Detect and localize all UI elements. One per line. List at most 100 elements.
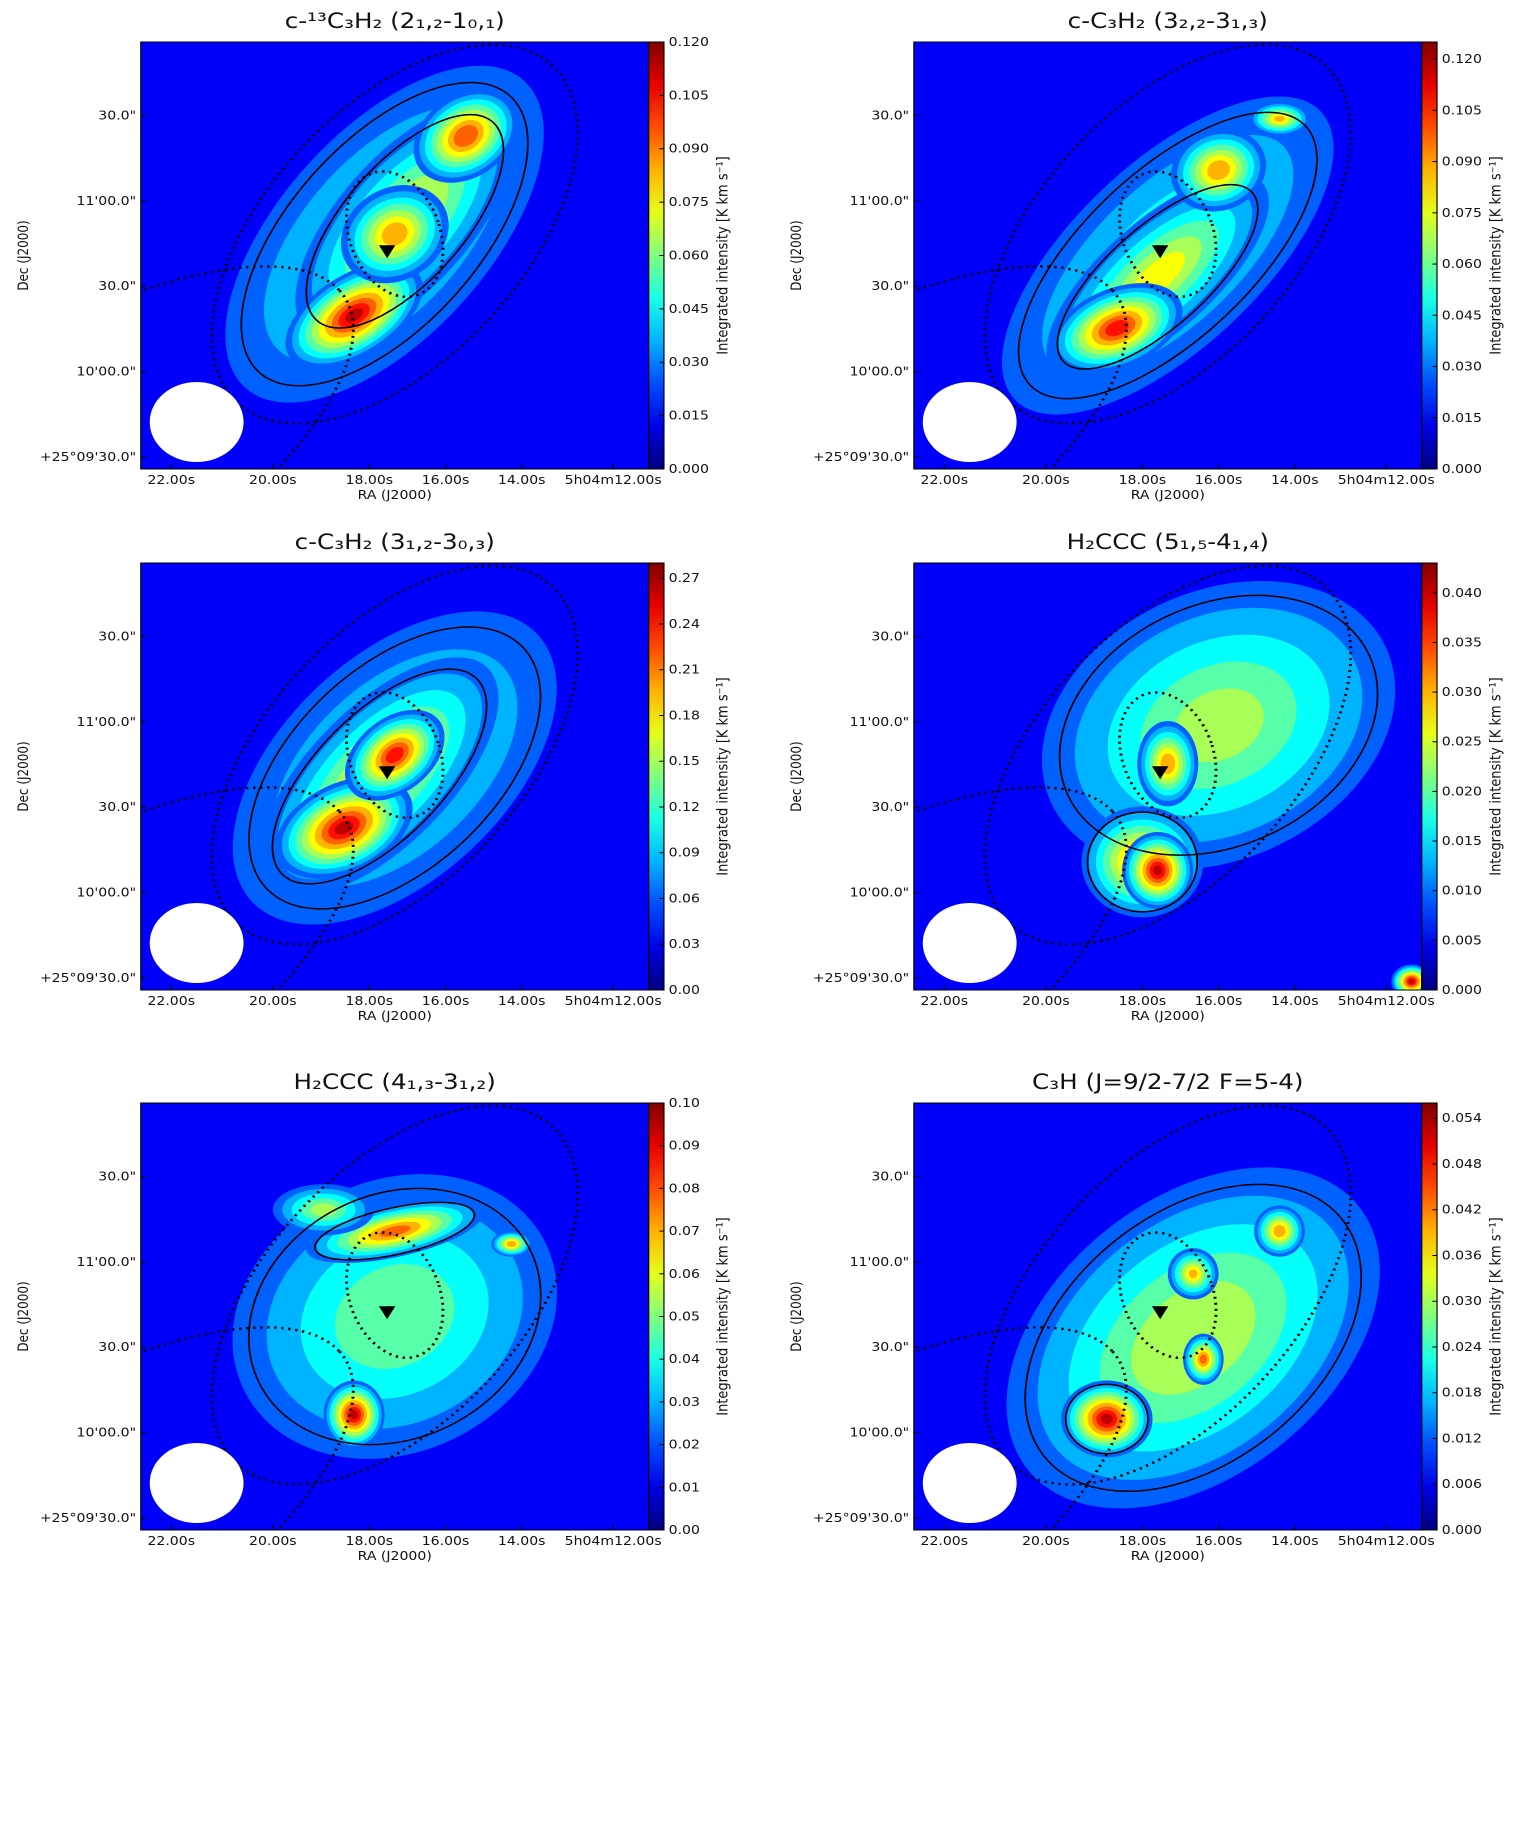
colorbar-tick-label: 0.24	[669, 618, 700, 632]
x-tick-label: 16.00s	[422, 995, 470, 1009]
y-axis-label: Dec (J2000)	[789, 741, 805, 811]
emission	[1100, 1413, 1113, 1425]
x-tick-label: 20.00s	[249, 995, 297, 1009]
dotted-contour	[913, 1326, 1128, 1530]
dotted-contour	[210, 43, 580, 425]
x-tick-label: 18.00s	[346, 474, 394, 488]
x-tick-label: 20.00s	[249, 474, 297, 488]
y-tick-label: +25°09'30.0"	[40, 451, 136, 465]
emission	[350, 1410, 359, 1420]
dotted-contour	[1118, 1231, 1218, 1360]
colorbar-tick-label: 0.010	[1442, 885, 1482, 899]
emission	[1188, 1269, 1198, 1279]
emission	[1105, 320, 1129, 337]
colorbar-tick-label: 0.03	[669, 1396, 700, 1410]
panel-title: c-C₃H₂ (3₁,₂-3₀,₃)	[295, 531, 495, 555]
colorbar-label: Integrated intensity [K km s⁻¹]	[714, 156, 731, 354]
colorbar-tick-label: 0.15	[669, 755, 700, 769]
y-axis-label: Dec (J2000)	[789, 220, 805, 290]
colorbar-tick-label: 0.015	[1442, 835, 1482, 849]
colorbar-tick-label: 0.105	[669, 89, 709, 103]
y-axis-label: Dec (J2000)	[789, 1281, 805, 1351]
y-tick-label: 30.0"	[98, 801, 136, 815]
colorbar-tick-label: 0.21	[669, 664, 700, 678]
contour	[271, 668, 488, 885]
x-tick-label: 22.00s	[147, 1535, 195, 1549]
y-tick-label: +25°09'30.0"	[40, 1512, 136, 1526]
panel-title: C₃H (J=9/2-7/2 F=5-4)	[1032, 1071, 1303, 1095]
dotted-contour	[345, 691, 445, 820]
source-marker	[378, 1306, 396, 1320]
x-tick-label: 22.00s	[921, 474, 969, 488]
x-tick-label: 22.00s	[147, 474, 195, 488]
y-tick-label: +25°09'30.0"	[813, 1512, 909, 1526]
emission	[1274, 115, 1285, 122]
source-marker	[378, 766, 396, 780]
colorbar-tick-label: 0.060	[669, 249, 709, 263]
y-tick-label: 30.0"	[98, 1341, 136, 1355]
colorbar-tick-label: 0.006	[1442, 1478, 1482, 1492]
dotted-contour	[345, 1231, 445, 1360]
contour	[1024, 1183, 1363, 1493]
emission	[379, 1225, 411, 1237]
colorbar-tick-label: 0.075	[669, 196, 709, 210]
y-tick-label: +25°09'30.0"	[813, 451, 909, 465]
colorbar-tick-label: 0.060	[1442, 258, 1482, 272]
contour	[305, 113, 505, 329]
contour	[1086, 811, 1199, 913]
colorbar-tick-label: 0.02	[669, 1439, 700, 1453]
y-tick-label: 30.0"	[98, 1170, 136, 1184]
contour	[314, 1201, 476, 1261]
x-tick-label: 16.00s	[1195, 995, 1243, 1009]
x-tick-label: 14.00s	[1271, 474, 1319, 488]
x-tick-label: 16.00s	[422, 474, 470, 488]
panel-title: H₂CCC (4₁,₃-3₁,₂)	[294, 1071, 496, 1095]
emission	[345, 308, 364, 323]
colorbar-tick-label: 0.030	[1442, 686, 1482, 700]
contour	[1058, 594, 1379, 856]
colorbar-tick-label: 0.10	[669, 1097, 700, 1111]
dotted-contour	[140, 1326, 355, 1530]
y-tick-label: +25°09'30.0"	[40, 972, 136, 986]
emission	[381, 222, 408, 246]
colorbar-tick-label: 0.08	[669, 1182, 700, 1196]
emission	[385, 746, 404, 764]
y-tick-label: 11'00.0"	[77, 1256, 137, 1270]
colorbar-label: Integrated intensity [K km s⁻¹]	[1487, 1217, 1504, 1415]
contour	[1064, 1383, 1149, 1455]
x-axis-label: RA (J2000)	[1131, 1010, 1205, 1024]
y-tick-label: 30.0"	[871, 630, 909, 644]
beam	[149, 1443, 244, 1524]
colorbar-tick-label: 0.09	[669, 847, 700, 861]
x-tick-label: 5h04m12.00s	[1338, 995, 1435, 1009]
y-tick-label: 10'00.0"	[850, 887, 910, 901]
source-marker	[378, 245, 396, 259]
dotted-contour	[140, 786, 355, 990]
colorbar-tick-label: 0.030	[1442, 360, 1482, 374]
x-tick-label: 16.00s	[422, 1535, 470, 1549]
colorbar-tick-label: 0.00	[669, 1524, 700, 1538]
map	[913, 1103, 1422, 1530]
dotted-contour	[210, 564, 580, 946]
emission	[453, 125, 479, 147]
colorbar-tick-label: 0.024	[1442, 1341, 1482, 1355]
x-tick-label: 5h04m12.00s	[565, 995, 662, 1009]
beam	[149, 382, 244, 463]
y-tick-label: 30.0"	[871, 109, 909, 123]
colorbar-label: Integrated intensity [K km s⁻¹]	[1487, 677, 1504, 875]
x-tick-label: 5h04m12.00s	[565, 474, 662, 488]
colorbar	[1421, 562, 1438, 991]
colorbar-tick-label: 0.045	[669, 303, 709, 317]
colorbar-tick-label: 0.090	[1442, 155, 1482, 169]
colorbar-tick-label: 0.000	[1442, 463, 1482, 477]
emission	[1199, 1354, 1207, 1364]
emission	[1207, 160, 1230, 180]
emission	[1408, 979, 1415, 984]
dotted-contour	[140, 265, 355, 469]
y-tick-label: 30.0"	[871, 1170, 909, 1184]
dotted-contour	[210, 1104, 580, 1486]
contour	[1017, 111, 1318, 400]
colorbar-tick-label: 0.030	[1442, 1295, 1482, 1309]
map	[913, 563, 1422, 990]
